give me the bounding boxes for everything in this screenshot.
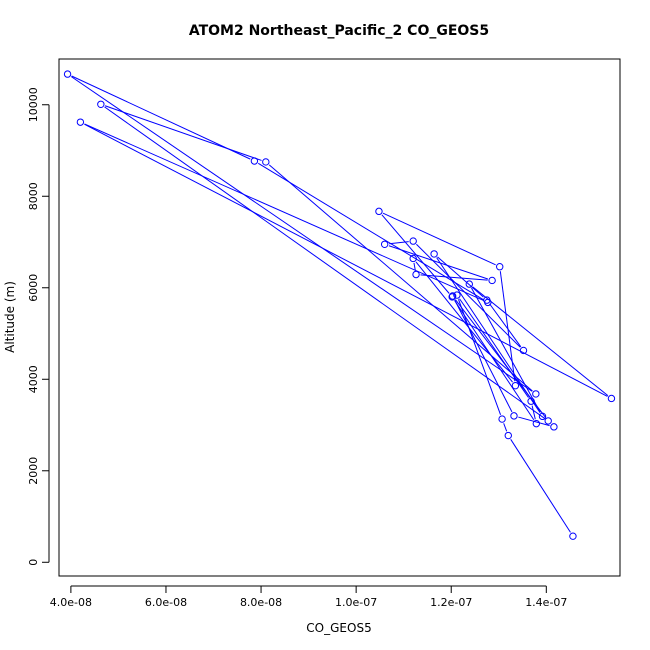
data-point (544, 417, 552, 425)
series-segment (70, 76, 533, 392)
x-tick-label: 1.0e-07 (335, 596, 377, 609)
x-tick-label: 6.0e-08 (145, 596, 187, 609)
y-tick-label: 0 (27, 559, 40, 566)
data-point (511, 381, 520, 390)
series-segment (510, 439, 571, 533)
series-segment (471, 287, 541, 413)
x-tick-label: 1.2e-07 (430, 596, 472, 609)
series-segment (454, 300, 535, 421)
data-point (412, 270, 420, 279)
data-point (498, 415, 506, 423)
data-point (97, 100, 105, 108)
y-tick-label: 8000 (27, 182, 40, 210)
series-segment (104, 106, 545, 419)
x-axis: 4.0e-08 6.0e-08 8.0e-08 1.0e-07 1.2e-07 1.4e-… (50, 585, 567, 609)
data-point (488, 276, 496, 285)
series-segment (437, 256, 484, 298)
series-segment (268, 164, 533, 392)
data-point (465, 280, 473, 288)
data-point (63, 70, 72, 78)
data-point (519, 346, 528, 355)
series-segment (436, 257, 541, 413)
data-point (569, 532, 577, 540)
series-segment (503, 423, 508, 432)
x-tick-label: 8.0e-08 (240, 596, 282, 609)
series-segment (472, 286, 609, 397)
series-segment (454, 299, 513, 413)
y-tick-label: 10000 (27, 87, 40, 122)
series-layer (63, 70, 616, 540)
y-tick-label: 6000 (27, 274, 40, 302)
y-tick-label: 4000 (27, 365, 40, 393)
data-point (453, 291, 461, 299)
y-axis-label: Altitude (m) (3, 281, 17, 353)
data-point (510, 412, 518, 420)
series-segment (382, 212, 496, 266)
series-segment (420, 274, 488, 281)
series-segment (104, 105, 262, 161)
y-axis: 0 2000 4000 6000 8000 10000 (27, 87, 50, 566)
data-point (550, 423, 558, 431)
x-tick-label: 1.4e-07 (525, 596, 567, 609)
series-segment (389, 241, 409, 245)
data-point (496, 263, 504, 271)
data-point (504, 431, 512, 440)
data-point (250, 157, 259, 165)
series-segment (413, 262, 416, 271)
data-point (532, 390, 540, 398)
data-point (448, 292, 457, 300)
series-segment (489, 303, 522, 348)
series-segment (388, 245, 489, 280)
data-point (380, 240, 389, 248)
x-tick-label: 4.0e-08 (50, 596, 92, 609)
data-point (532, 419, 541, 428)
x-axis-label: CO_GEOS5 (306, 621, 371, 635)
data-point (375, 207, 383, 216)
data-point (527, 397, 535, 405)
data-point (430, 250, 438, 258)
data-point (409, 254, 417, 263)
data-point (538, 412, 547, 421)
data-point (262, 158, 270, 166)
data-point (409, 237, 417, 245)
plot-frame (58, 58, 621, 577)
data-point (484, 298, 492, 307)
series-segment (257, 162, 485, 301)
y-tick-label: 2000 (27, 457, 40, 485)
data-point (607, 394, 616, 403)
series-segment (71, 75, 251, 160)
series-segment (416, 243, 521, 348)
series-segment (531, 405, 536, 420)
data-point (76, 118, 85, 126)
series-segment (458, 299, 502, 416)
chart-title: ATOM2 Northeast_Pacific_2 CO_GEOS5 (189, 23, 489, 39)
